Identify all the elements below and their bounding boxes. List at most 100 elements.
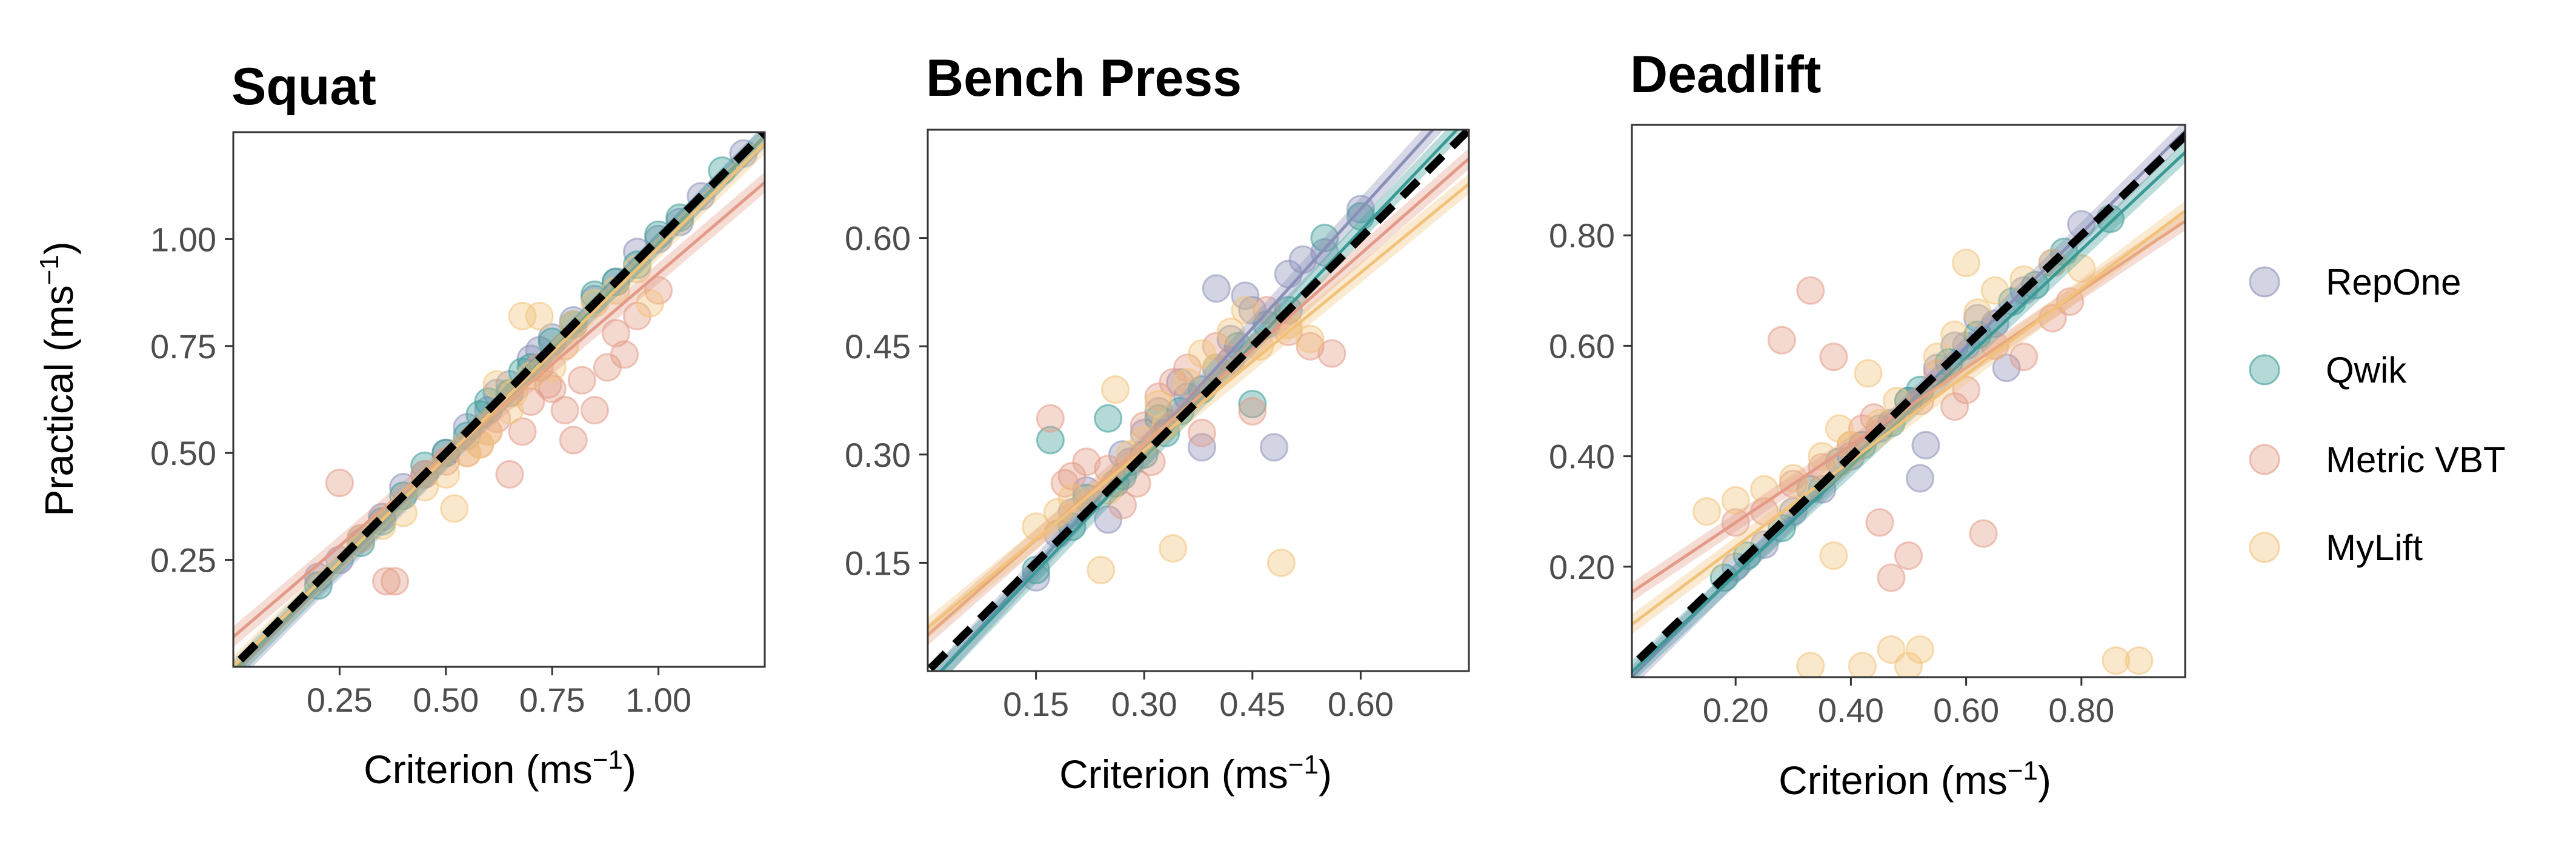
data-point-metric-vbt [1072,447,1101,476]
data-point-mylift [1188,339,1216,368]
legend-label: Qwik [2326,350,2407,390]
fit-line-mylift [928,182,1469,630]
data-point-metric-vbt [1796,276,1825,305]
x-tick-label: 0.30 [1111,685,1177,723]
legend-label: RepOne [2326,262,2461,302]
x-tick-label: 0.45 [1219,685,1285,723]
x-tick-label: 0.60 [1933,691,1999,729]
plot-frame [1631,124,2186,678]
data-point-mylift [1144,390,1173,418]
y-tick-label: 0.50 [150,434,216,472]
x-tick-label: 0.40 [1818,691,1884,729]
data-point-metric-vbt [495,460,524,489]
data-point-mylift [1877,635,1906,664]
data-point-metric-vbt [1173,353,1202,383]
data-point-repone [1310,238,1339,267]
data-point-metric-vbt [1767,326,1796,355]
panel-bench-press: Bench Press Criterion (ms−1) 0.15 0.30 0.4… [845,49,1470,797]
data-point-metric-vbt [1865,508,1894,537]
data-point-mylift [1854,359,1883,388]
x-tick-label: 0.75 [519,681,585,719]
data-point-metric-vbt [1122,469,1151,498]
plot-area [1632,125,2185,677]
data-point-metric-vbt [601,319,630,348]
y-axis-title: Practical (ms−1) [35,241,81,516]
data-point-repone [1911,430,1940,460]
data-point-mylift [1825,414,1854,443]
fit-line-mylift [1632,209,2185,627]
legend-key-repone [2249,266,2280,298]
panel-squat: Squat Practical (ms−1) Criterion (ms−1) … [35,58,766,792]
data-point-metric-vbt [1877,563,1906,592]
data-point-mylift [1906,635,1934,664]
fit-line-metric-vbt [1632,219,2185,594]
data-point-mylift [1216,317,1245,346]
data-point-qwik [1310,224,1339,253]
data-point-mylift [465,430,494,459]
data-point-mylift [1940,320,1969,349]
data-point-mylift [1721,486,1750,515]
data-point-metric-vbt [1144,383,1173,411]
data-point-mylift [1963,298,1992,327]
y-tick-label: 0.75 [150,327,216,366]
legend-key-qwik [2249,354,2280,386]
data-point-metric-vbt [372,567,401,596]
data-point-metric-vbt [559,426,588,455]
legend-key-mylift [2249,532,2280,563]
data-point-metric-vbt [1216,346,1245,375]
data-point-repone [1238,296,1267,325]
data-point-qwik [1094,404,1123,433]
data-point-mylift [1266,548,1296,577]
data-point-mylift [1087,555,1116,584]
data-point-qwik [1238,390,1267,418]
data-point-metric-vbt [1819,343,1848,372]
y-tick-label: 0.80 [1549,216,1615,255]
panel-title: Deadlift [1630,45,1821,104]
data-point-mylift [1043,498,1072,527]
data-point-repone [1144,396,1173,426]
plot-frame [232,131,766,668]
data-point-mylift [525,301,554,330]
data-point-mylift [1796,652,1825,677]
data-point-metric-vbt [533,370,562,399]
data-point-metric-vbt [1108,490,1137,520]
data-point-mylift [1159,534,1188,563]
identity-line [1632,130,2185,672]
y-tick-label: 0.45 [845,327,911,366]
x-tick-label: 0.50 [413,681,479,719]
y-tick-label: 0.15 [845,544,911,582]
data-point-metric-vbt [1036,404,1065,433]
data-point-metric-vbt [567,366,596,395]
data-point-mylift [1819,541,1848,570]
data-point-mylift [1894,652,1923,677]
y-tick-label: 0.60 [845,219,911,258]
fit-line-metric-vbt [928,156,1469,637]
x-tick-label: 0.20 [1703,691,1769,729]
legend-label: Metric VBT [2326,440,2506,480]
y-tick-label: 0.20 [1549,548,1615,586]
panel-deadlift: Deadlift Criterion (ms−1) 0.20 0.40 0.60 0.… [1549,45,2186,803]
data-point-mylift [1848,652,1877,677]
legend: RepOne Qwik Metric VBT MyLift [2249,262,2506,568]
data-point-metric-vbt [1969,519,1998,548]
data-point-mylift [1101,375,1130,404]
data-point-mylift [2125,646,2154,675]
x-tick-label: 0.60 [1328,685,1394,723]
data-point-mylift [1779,464,1808,493]
plot-area [233,132,765,667]
data-point-metric-vbt [1317,339,1346,368]
data-point-repone [1094,505,1123,534]
data-point-mylift [636,289,665,318]
legend-key-metric-vbt [2249,444,2280,475]
x-axis-title: Criterion (ms−1) [1059,750,1332,797]
data-point-metric-vbt [593,353,622,382]
data-point-repone [1188,433,1216,462]
data-point-metric-vbt [1238,396,1267,426]
x-tick-label: 0.25 [307,681,373,719]
data-point-qwik [1036,426,1065,455]
data-point-mylift [1980,276,2009,305]
data-point-mylift [1231,296,1260,325]
data-point-mylift [1692,497,1722,526]
data-point-metric-vbt [1159,368,1188,397]
